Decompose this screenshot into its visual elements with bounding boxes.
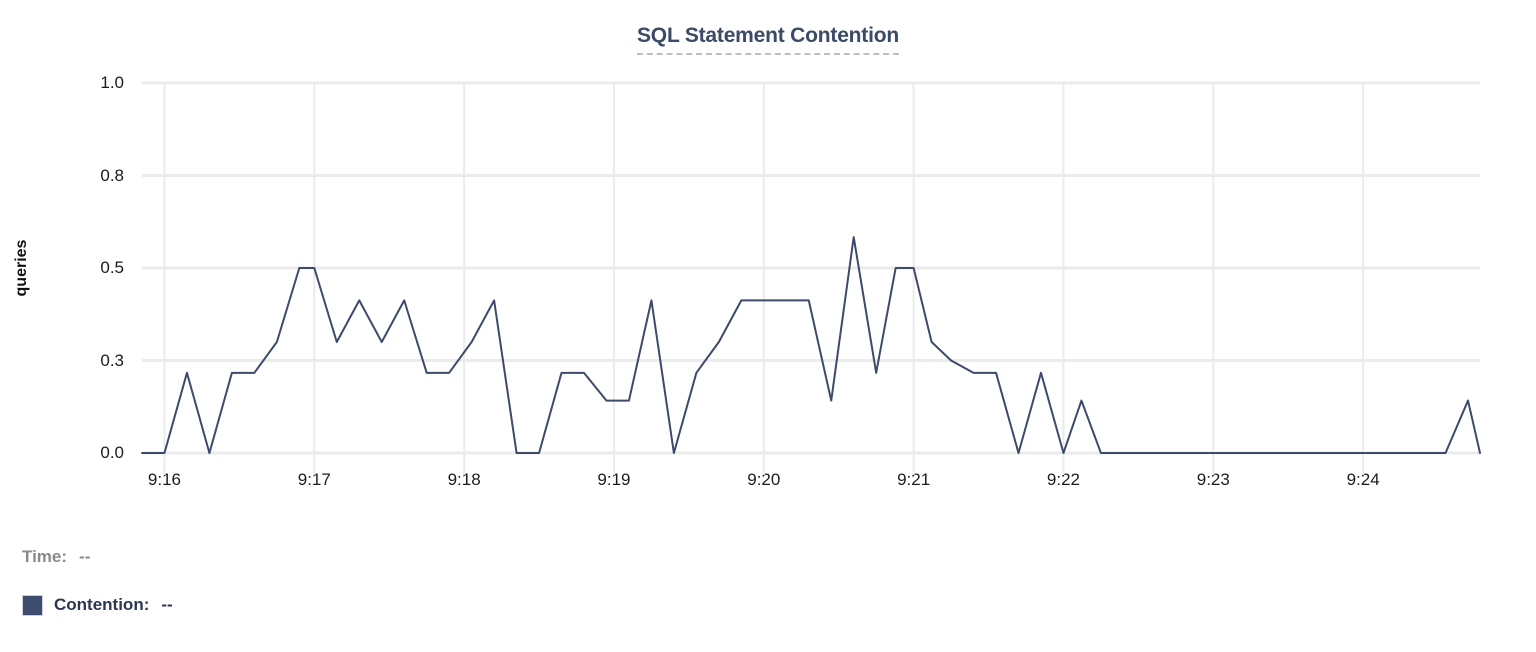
x-axis-tick-label: 9:18 bbox=[447, 470, 481, 489]
x-axis-tick-label: 9:19 bbox=[597, 470, 631, 489]
line-chart-svg bbox=[141, 81, 1481, 475]
y-axis-tick-label: 0.8 bbox=[100, 165, 124, 185]
series-color-swatch-icon bbox=[22, 594, 43, 616]
series-value: -- bbox=[161, 595, 173, 614]
series-label: Contention: bbox=[54, 595, 150, 614]
y-axis-label: queries bbox=[13, 239, 30, 297]
chart-title-container: SQL Statement Contention bbox=[0, 24, 1536, 60]
y-axis-tick-label: 0.0 bbox=[100, 443, 124, 462]
plot-area bbox=[141, 81, 1481, 475]
x-axis-tick-label: 9:20 bbox=[747, 470, 781, 489]
page-title: SQL Statement Contention bbox=[637, 24, 899, 56]
y-axis-tick-label: 1.0 bbox=[100, 73, 124, 92]
series-line-contention[interactable] bbox=[141, 236, 1481, 454]
time-readout-row: Time: -- bbox=[22, 540, 1512, 574]
chart-footer: Time: -- Contention: -- bbox=[22, 540, 1512, 622]
x-axis-tick-label: 9:22 bbox=[1046, 470, 1080, 489]
series-readout-row[interactable]: Contention: -- bbox=[22, 588, 1512, 622]
y-axis-tick-label: 0.5 bbox=[100, 258, 124, 277]
time-value: -- bbox=[79, 547, 91, 566]
x-axis-tick-label: 9:23 bbox=[1196, 470, 1230, 489]
y-axis-tick-label: 0.3 bbox=[100, 350, 124, 370]
x-axis-tick-label: 9:24 bbox=[1346, 470, 1380, 489]
x-axis-tick-label: 9:21 bbox=[897, 470, 931, 489]
time-label: Time: bbox=[22, 547, 68, 566]
x-axis-tick-label: 9:16 bbox=[147, 470, 182, 489]
y-axis-tick-labels: 0.0 0.3 0.5 0.8 1.0 bbox=[60, 0, 124, 652]
x-axis-tick-label: 9:17 bbox=[297, 470, 331, 489]
